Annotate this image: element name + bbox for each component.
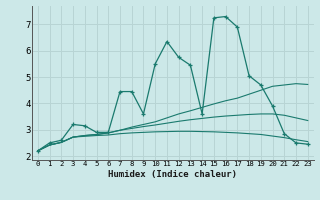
X-axis label: Humidex (Indice chaleur): Humidex (Indice chaleur) <box>108 170 237 179</box>
